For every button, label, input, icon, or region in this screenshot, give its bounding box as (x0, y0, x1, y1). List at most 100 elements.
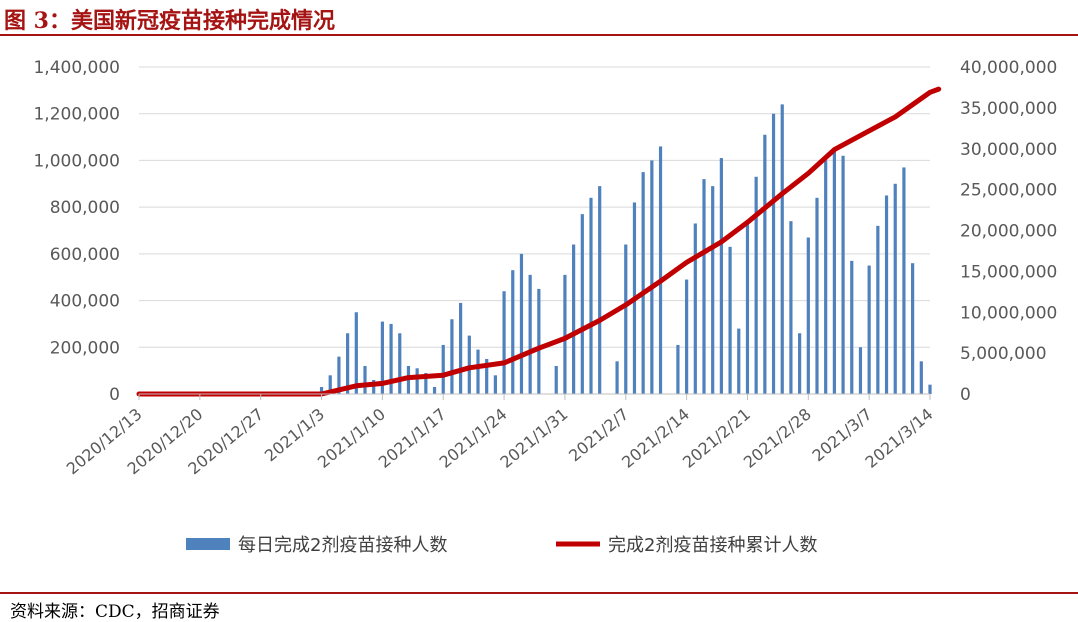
bar (806, 237, 810, 394)
right-axis-ticks: 0 5,000,000 10,000,000 15,000,000 20,000,000… (960, 58, 1057, 405)
x-tick-label: 2021/1/31 (496, 405, 571, 472)
bar (598, 186, 602, 394)
bar (363, 365, 367, 394)
bar (554, 365, 558, 394)
bar (815, 197, 819, 394)
bar (711, 186, 715, 394)
chart: 0 200,000 400,000 600,000 800,000 1,000,000 1,… (33, 58, 1057, 556)
bar (389, 323, 393, 394)
right-tick-label: 5,000,000 (960, 344, 1047, 364)
bar (319, 386, 324, 394)
x-tick-label: 2021/3/14 (862, 405, 937, 472)
bar-series (319, 104, 932, 394)
bar (380, 321, 384, 394)
bar (615, 361, 619, 394)
bar (485, 358, 489, 394)
bar (893, 183, 897, 394)
bar (798, 333, 802, 394)
bar (441, 344, 445, 394)
right-tick-label: 25,000,000 (960, 181, 1057, 201)
bar (867, 265, 871, 394)
bar (858, 347, 863, 394)
cumulative-line (136, 86, 942, 397)
gridlines (139, 66, 930, 348)
bar (824, 160, 828, 394)
right-tick-label: 20,000,000 (960, 222, 1057, 242)
bar (415, 368, 419, 394)
bar (754, 176, 758, 394)
bar (658, 146, 663, 394)
bar (372, 379, 376, 394)
legend-bar-label: 每日完成2剂疫苗接种人数 (238, 535, 447, 556)
bar (789, 221, 793, 394)
bar (702, 179, 706, 394)
bar (502, 291, 506, 394)
bar (424, 372, 428, 394)
left-tick-label: 800,000 (50, 198, 120, 218)
right-tick-label: 10,000,000 (960, 303, 1057, 323)
left-tick-label: 1,200,000 (33, 105, 120, 125)
bar (737, 328, 741, 394)
bar (563, 274, 567, 394)
title-rule (0, 34, 1078, 36)
left-tick-label: 0 (109, 385, 120, 405)
bar (728, 246, 732, 394)
bar (832, 151, 836, 394)
figure-title: 图 3：美国新冠疫苗接种完成情况 (4, 8, 335, 34)
right-tick-label: 30,000,000 (960, 140, 1057, 160)
bar (928, 384, 932, 394)
bar (572, 244, 576, 394)
left-tick-label: 200,000 (50, 338, 120, 358)
right-tick-label: 0 (960, 385, 971, 405)
legend-line-label: 完成2剂疫苗接种累计人数 (608, 535, 817, 556)
bar (467, 335, 471, 394)
bar (519, 253, 524, 394)
x-axis-ticks: 2020/12/132020/12/202020/12/272021/1/320… (63, 394, 937, 478)
bar (528, 274, 532, 394)
bar (432, 386, 437, 394)
right-tick-label: 35,000,000 (960, 99, 1057, 119)
left-tick-label: 1,400,000 (33, 58, 120, 78)
bar (589, 197, 593, 394)
bar (676, 344, 680, 394)
bar (346, 333, 350, 394)
bar (459, 302, 463, 394)
bar (580, 214, 584, 394)
bar (511, 270, 515, 394)
bar (719, 158, 723, 394)
bar (685, 279, 689, 394)
bar (450, 319, 454, 394)
bar (745, 223, 750, 394)
bar (624, 244, 628, 394)
bar (841, 155, 845, 394)
bar (328, 375, 332, 394)
bar (693, 223, 697, 394)
bar (650, 160, 654, 394)
bar (771, 113, 776, 394)
bar (850, 260, 854, 394)
legend-bar-swatch (186, 538, 230, 550)
bar (476, 349, 480, 394)
right-tick-label: 15,000,000 (960, 262, 1057, 282)
left-tick-label: 400,000 (50, 292, 120, 312)
bar (493, 375, 497, 394)
bar (337, 356, 341, 394)
bar (398, 333, 402, 394)
bar (537, 288, 541, 394)
bar (763, 134, 767, 394)
bar (876, 225, 880, 394)
source-note: 资料来源：CDC，招商证券 (10, 602, 220, 622)
bar (919, 361, 923, 394)
source-rule (0, 592, 1078, 594)
bar (641, 172, 645, 394)
legend: 每日完成2剂疫苗接种人数 完成2剂疫苗接种累计人数 (186, 535, 817, 556)
left-tick-label: 1,000,000 (33, 151, 120, 171)
bar (902, 167, 906, 394)
left-axis-ticks: 0 200,000 400,000 600,000 800,000 1,000,000 1,… (33, 58, 120, 405)
bar (884, 195, 889, 394)
bar (354, 312, 358, 394)
left-tick-label: 600,000 (50, 245, 120, 265)
right-tick-label: 40,000,000 (960, 58, 1057, 78)
bar (911, 263, 915, 394)
x-tick-label: 2021/2/28 (740, 405, 815, 472)
